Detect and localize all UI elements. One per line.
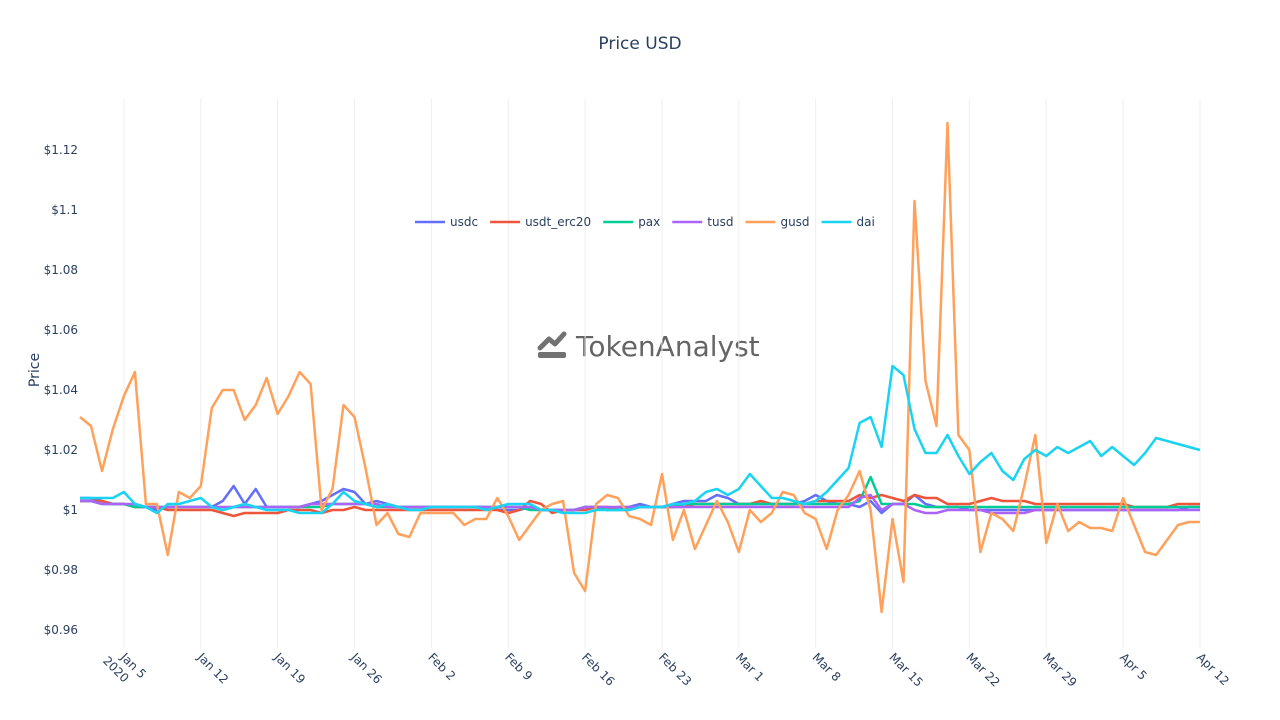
watermark: TokenAnalyst: [575, 330, 760, 363]
legend-label: dai: [857, 215, 875, 229]
x-tick-label-line: Mar 8: [810, 650, 844, 684]
x-tick-label-line: Mar 29: [1040, 650, 1079, 689]
legend: usdc usdt_erc20 pax tusd gusd dai: [415, 215, 875, 229]
y-tick-label: $1.02: [44, 443, 78, 457]
legend-label: pax: [638, 215, 660, 229]
series-line: [80, 364, 1201, 515]
x-tick-label: Mar 1: [733, 650, 767, 684]
x-tick-label-line: Jan 12: [194, 650, 231, 687]
legend-label: usdc: [450, 215, 478, 229]
x-tick-label: Mar 22: [963, 650, 1002, 689]
x-tick-label: Apr 12: [1194, 650, 1232, 688]
y-tick-label: $1.12: [44, 143, 78, 157]
legend-label: usdt_erc20: [525, 215, 591, 229]
x-tick-label: Apr 5: [1117, 650, 1150, 683]
plot-lines: [79, 121, 1201, 614]
x-tick-label-line: Apr 12: [1194, 650, 1232, 688]
x-tick-label-line: Feb 16: [579, 650, 617, 688]
x-tick-label: Feb 2: [425, 650, 458, 683]
series-line: [79, 121, 1200, 614]
x-tick-label: Jan 19: [271, 650, 308, 687]
x-tick-label-line: Jan 19: [271, 650, 308, 687]
x-tick-label-line: Mar 22: [963, 650, 1002, 689]
y-tick-label: $1.1: [51, 203, 78, 217]
y-tick-label: $1.04: [44, 383, 78, 397]
x-tick-label-line: Apr 5: [1117, 650, 1150, 683]
x-tick-label: Mar 8: [810, 650, 844, 684]
y-tick-label: $1.08: [44, 263, 78, 277]
x-tick-label-line: Feb 9: [502, 650, 535, 683]
y-tick-label: $1.06: [44, 323, 78, 337]
x-tick-label: Feb 9: [502, 650, 535, 683]
x-tick-label-line: Jan 26: [348, 650, 385, 687]
logo-arrow: [537, 331, 567, 351]
x-tick-label-line: Feb 2: [425, 650, 458, 683]
y-tick-label: $1: [63, 503, 78, 517]
x-tick-label: Jan 26: [348, 650, 385, 687]
x-tick-label: Mar 15: [886, 650, 925, 689]
x-tick-label-line: Feb 23: [656, 650, 694, 688]
x-tick-label: Jan 52020: [100, 643, 149, 692]
series-line: [80, 484, 1200, 515]
y-axis-title: Price: [27, 353, 43, 387]
x-tick-label: Jan 12: [194, 650, 231, 687]
x-tick-label-line: Mar 1: [733, 650, 767, 684]
watermark-logo: [537, 331, 567, 358]
x-tick-label-line: Mar 15: [886, 650, 925, 689]
legend-label: gusd: [780, 215, 809, 229]
y-tick-label: $0.98: [44, 563, 78, 577]
x-tick-label: Feb 16: [579, 650, 617, 688]
logo-base: [538, 352, 566, 358]
x-tick-label: Feb 23: [656, 650, 694, 688]
grid: [123, 99, 1201, 648]
chart-title: Price USD: [598, 34, 681, 54]
x-tick-label: Mar 29: [1040, 650, 1079, 689]
y-tick-label: $0.96: [44, 623, 78, 637]
legend-label: tusd: [707, 215, 733, 229]
